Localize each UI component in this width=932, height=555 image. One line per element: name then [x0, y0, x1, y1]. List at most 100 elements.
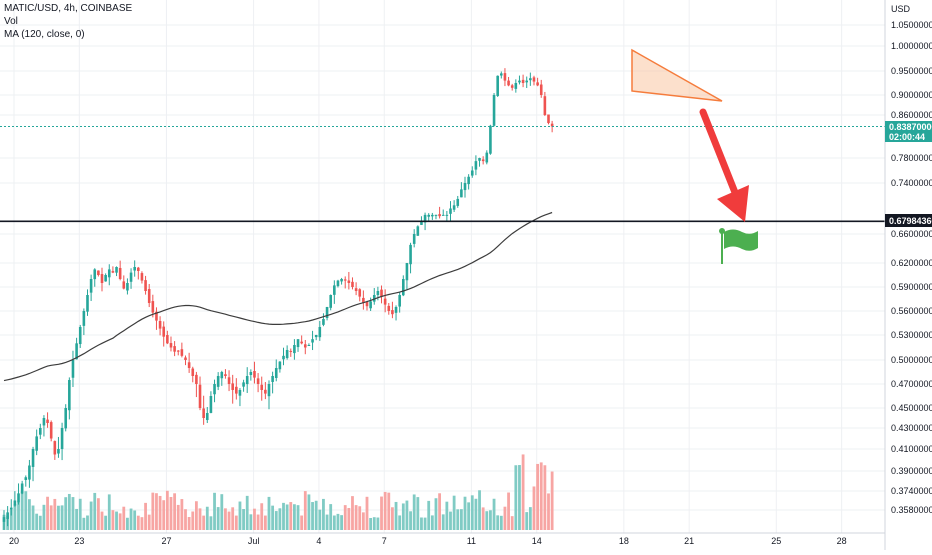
- candle-body: [489, 125, 492, 154]
- candle-body: [492, 95, 496, 126]
- current-price-tag: 0.83870000 02:00:44: [885, 121, 932, 142]
- candle-body: [463, 183, 467, 191]
- volume-bar: [147, 514, 151, 530]
- candle-body: [529, 78, 532, 81]
- triangle-pattern[interactable]: [631, 48, 723, 102]
- volume-bar: [282, 502, 285, 530]
- candle-body: [325, 307, 329, 319]
- candle-body: [238, 390, 242, 396]
- volume-bar: [256, 514, 260, 530]
- candle-body: [158, 321, 162, 329]
- volume-bar: [478, 490, 481, 530]
- candle-body: [518, 80, 521, 83]
- volume-legend[interactable]: Vol: [4, 16, 18, 27]
- candle-body: [42, 418, 46, 426]
- volume-bar: [427, 500, 431, 530]
- candle-body: [235, 386, 238, 394]
- time-axis[interactable]: 20 23 27 Jul 4 7 11 14 18 21 25 28: [0, 532, 885, 546]
- volume-bar: [354, 505, 358, 530]
- volume-bar: [260, 503, 264, 530]
- candle-body: [405, 263, 409, 281]
- volume-bar: [176, 504, 180, 530]
- volume-bar: [126, 517, 129, 530]
- candle-body: [536, 82, 539, 86]
- y-tick-label: 1.05000000: [891, 20, 932, 30]
- volume-bar: [122, 506, 126, 530]
- candle-body: [256, 378, 260, 384]
- candle-body: [100, 274, 104, 283]
- volume-bar: [307, 494, 311, 530]
- candle-body: [71, 360, 75, 378]
- candle-body: [39, 428, 42, 435]
- candle-body: [460, 189, 463, 198]
- candle-body: [380, 289, 383, 297]
- volume-bar: [361, 512, 365, 530]
- volume-bar: [274, 511, 278, 530]
- volume-bar: [351, 496, 354, 530]
- volume-bar: [445, 501, 449, 530]
- candle-body: [191, 368, 195, 376]
- volume-bar: [420, 517, 423, 530]
- volume-bar: [423, 517, 427, 530]
- candle-body: [2, 517, 6, 522]
- candle-body: [245, 376, 249, 385]
- candle-body: [358, 289, 362, 297]
- volume-bar: [49, 505, 53, 530]
- candle-body: [532, 77, 536, 82]
- volume-bar: [336, 513, 340, 530]
- volume-bar: [136, 515, 140, 530]
- candle-body: [376, 291, 380, 296]
- volume-bar: [209, 516, 213, 530]
- volume-bar: [165, 490, 169, 530]
- x-tick-label: 25: [771, 536, 781, 546]
- candle-body: [402, 279, 405, 296]
- ma-legend[interactable]: MA (120, close, 0): [4, 29, 85, 40]
- volume-bar: [24, 491, 28, 530]
- volume-bar: [242, 509, 245, 530]
- candle-body: [169, 343, 173, 348]
- candle-body: [260, 384, 264, 390]
- candle-body: [111, 271, 115, 273]
- candle-body: [162, 326, 166, 337]
- candle-body: [6, 512, 9, 519]
- x-tick-label: Jul: [248, 536, 260, 546]
- candle-body: [296, 339, 300, 348]
- level-price-value: 0.67984366: [889, 216, 932, 226]
- down-arrow-icon[interactable]: [699, 108, 749, 222]
- candle-body: [362, 297, 365, 303]
- x-tick-label: 27: [161, 536, 171, 546]
- volume-bar: [376, 517, 380, 530]
- volume-bar: [202, 515, 206, 530]
- candle-body: [187, 362, 191, 368]
- volume-bar: [456, 509, 460, 530]
- candle-body: [151, 301, 155, 313]
- candle-body: [155, 311, 158, 321]
- flag-icon[interactable]: [719, 228, 758, 264]
- candle-body: [303, 344, 307, 348]
- volume-bar: [64, 497, 68, 530]
- candle-body: [550, 123, 554, 127]
- candle-body: [144, 280, 147, 291]
- volume-bar: [263, 515, 267, 530]
- symbol-legend[interactable]: MATIC/USD, 4h, COINBASE: [4, 3, 133, 14]
- volume-bar: [405, 500, 409, 530]
- x-ticks: 20 23 27 Jul 4 7 11 14 18 21 25 28: [9, 536, 847, 546]
- volume-bar: [107, 494, 111, 530]
- candle-body: [485, 152, 489, 163]
- candle-body: [253, 370, 256, 378]
- volume-bar: [441, 514, 445, 530]
- candle-body: [216, 376, 220, 387]
- volume-bar: [296, 505, 300, 530]
- volume-bar: [67, 493, 71, 530]
- volume-bar: [234, 515, 238, 530]
- candle-body: [249, 372, 253, 376]
- volume-bar: [332, 515, 336, 530]
